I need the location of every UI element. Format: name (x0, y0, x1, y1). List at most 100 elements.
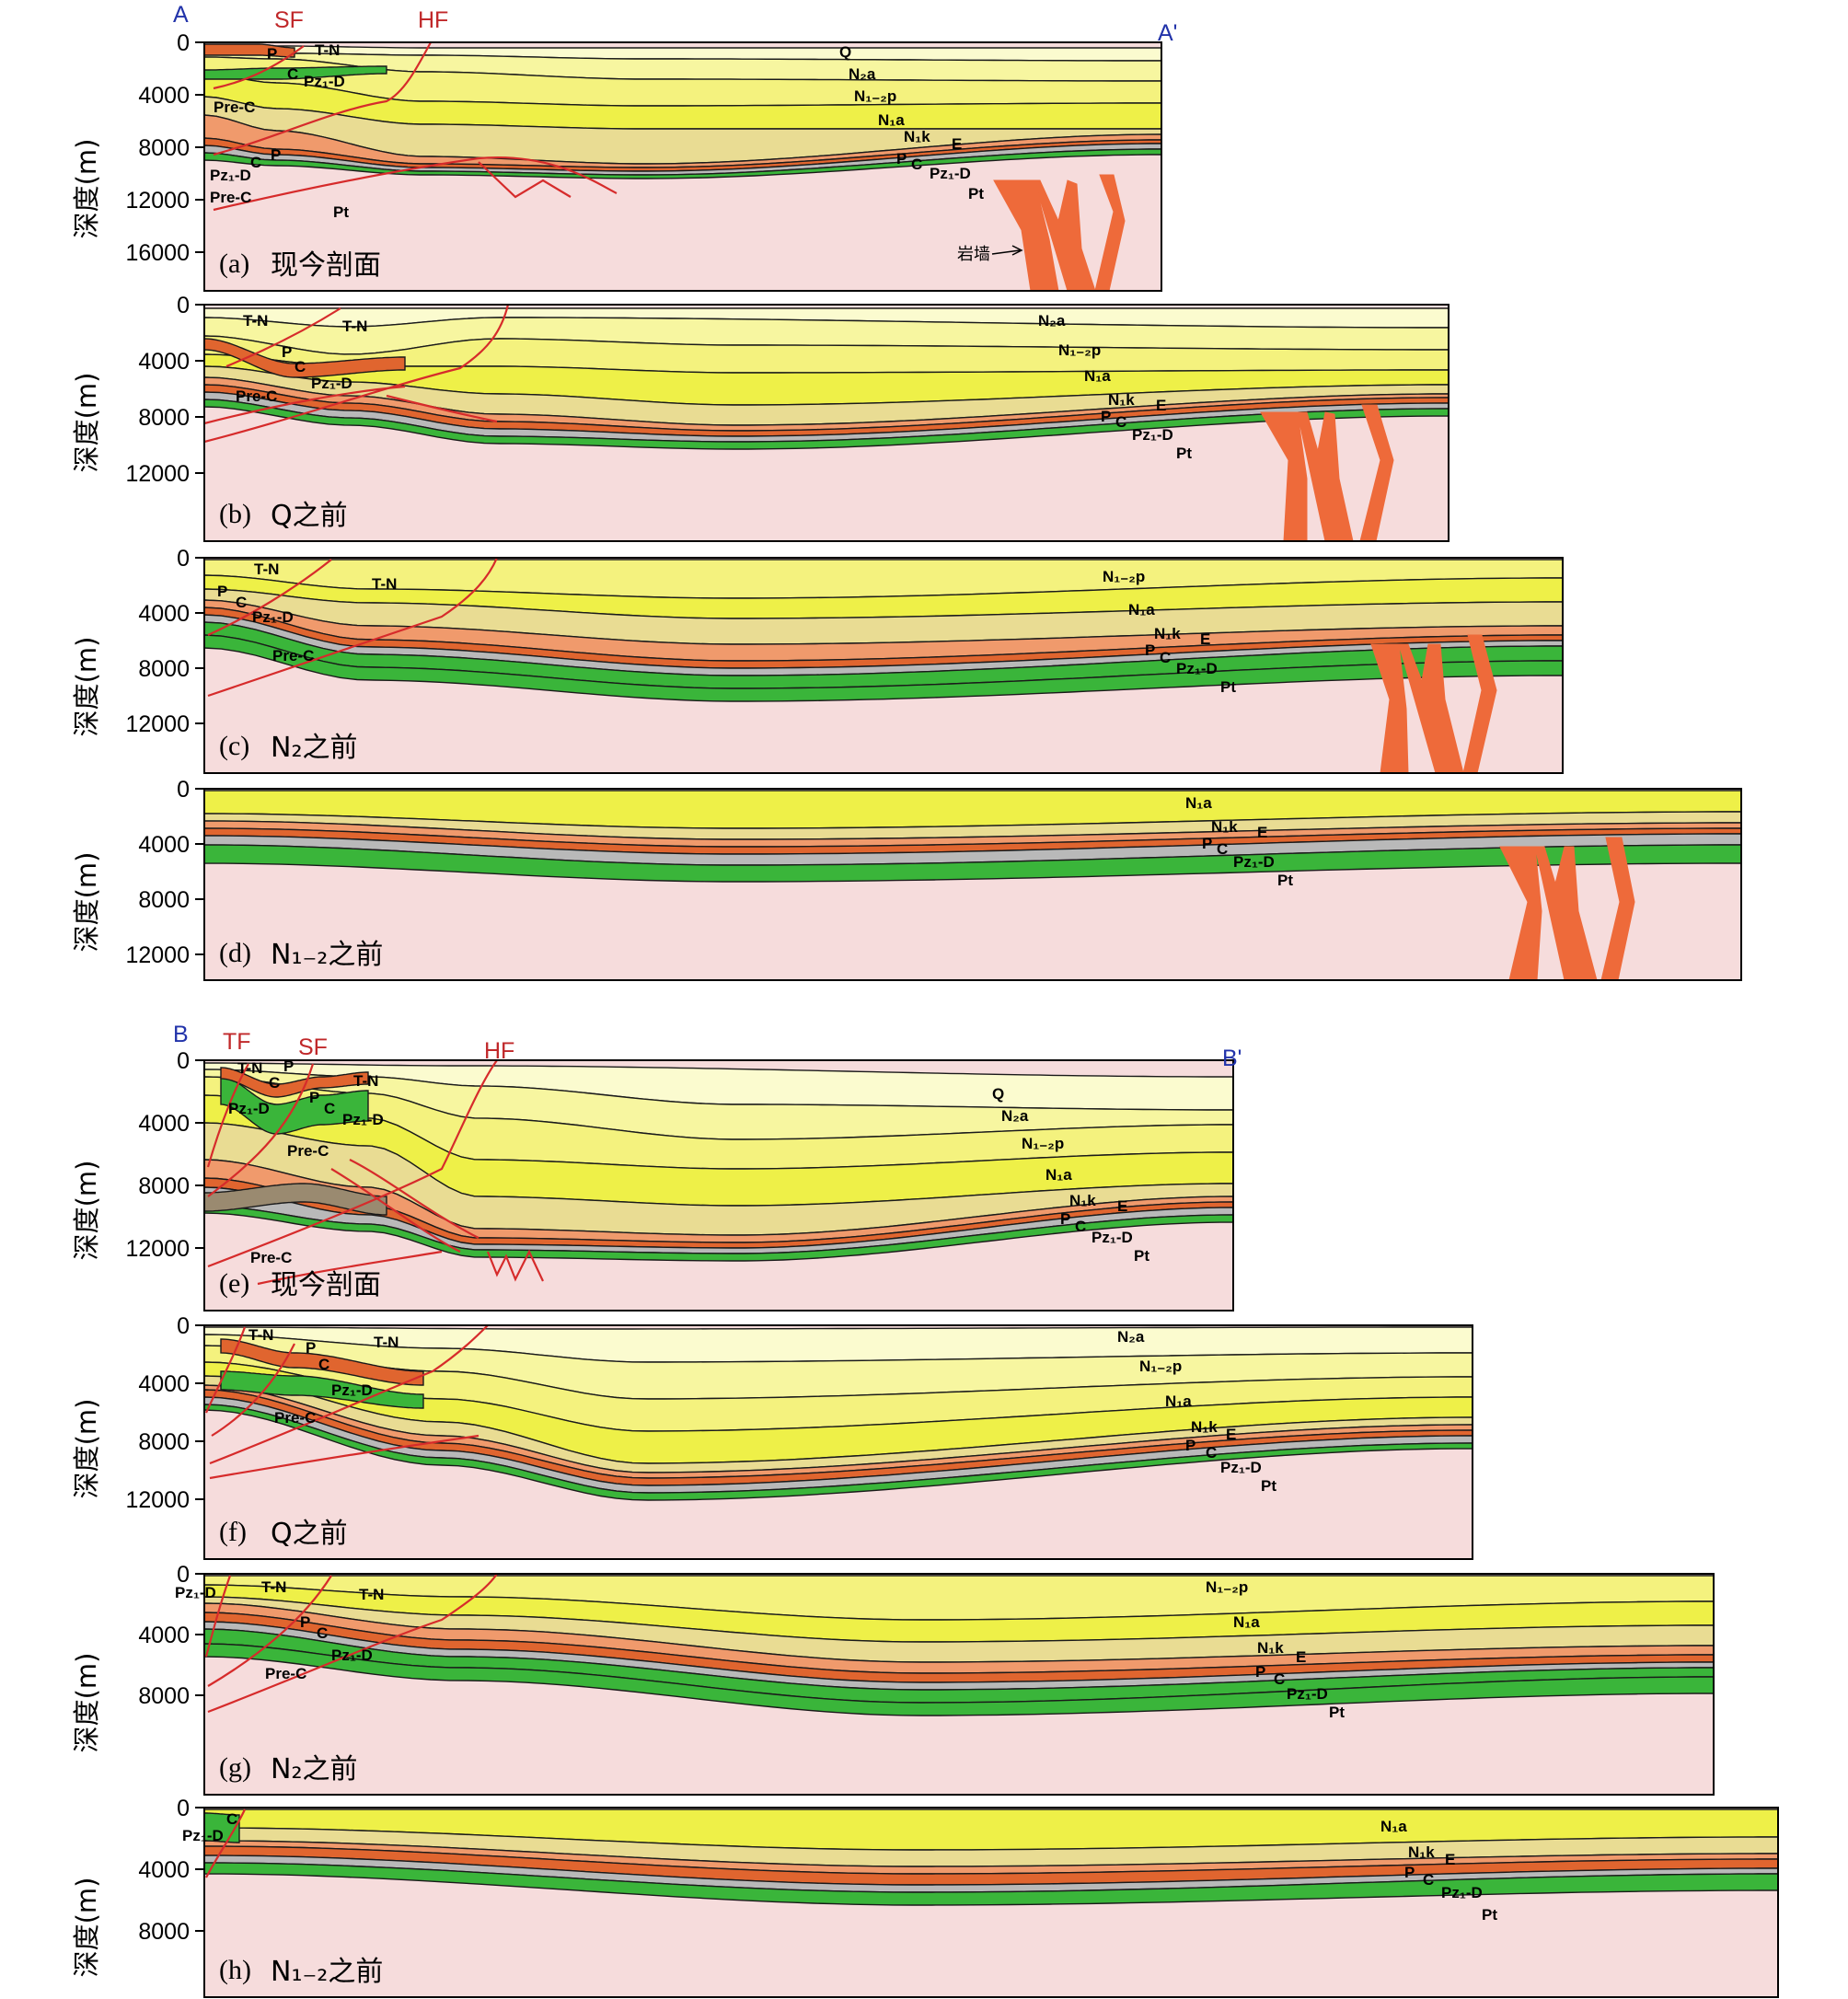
strata-label-c: C (1274, 1670, 1285, 1688)
y-tick-label: 8000 (138, 405, 190, 431)
strata-label-pt: Pt (1329, 1704, 1345, 1721)
fault-line (213, 156, 618, 212)
y-tick-label: 4000 (138, 832, 190, 858)
strata-label-c: C (318, 1356, 329, 1373)
fault-line (386, 394, 498, 423)
section-endpoint-label: A (173, 2, 189, 28)
panel-caption-letter: (f) (219, 1517, 247, 1547)
strata-label-pt: Pt (1176, 445, 1192, 462)
y-tick-label: 8000 (138, 656, 190, 682)
strata-label-prec: Pre-C (265, 1665, 306, 1682)
y-tick-label: 12000 (125, 711, 190, 737)
strata-label-e: E (1445, 1851, 1455, 1868)
section-body (204, 1808, 1778, 1997)
strata-label-n1k: N₁k (1154, 625, 1181, 642)
fault-line (207, 1063, 315, 1197)
y-axis-label: 深度(m) (71, 373, 102, 473)
y-tick-label: 12000 (125, 188, 190, 214)
fault-line (204, 1326, 247, 1414)
strata-label-pt: Pt (1277, 872, 1293, 889)
strata-label-p: P (1145, 641, 1155, 659)
y-tick-label: 12000 (125, 1487, 190, 1513)
y-tick-label: 0 (177, 777, 190, 803)
y-axis: 0 4000 8000 12000 16000 深度(m) (71, 30, 204, 266)
strata-label-pzd: Pz₁-D (930, 165, 971, 182)
strata-label-c: C (269, 1074, 280, 1092)
y-tick-label: 12000 (125, 942, 190, 968)
strata-label-c: C (317, 1624, 328, 1642)
dike-shape (1359, 404, 1394, 541)
strata-label-p: P (1101, 408, 1111, 425)
y-axis-label: 深度(m) (71, 1653, 102, 1753)
panel-d: 0 4000 8000 12000 深度(m) (d) N₁₋₂之前 N₁a N₁k E P C Pz₁… (71, 777, 1742, 981)
strata-label-tn: T-N (353, 1072, 378, 1090)
strata-label-c: C (236, 594, 247, 611)
strata-label-tn: T-N (254, 560, 279, 578)
section-body (204, 1325, 1473, 1559)
layer-pzd (204, 148, 1161, 179)
strata-label-n1a: N₁a (1128, 601, 1155, 618)
panel-frame (203, 1573, 1715, 1796)
strata-label-n12p: N₁₋₂p (1206, 1578, 1248, 1596)
y-tick-label: 4000 (138, 349, 190, 375)
strata-label-prec: Pre-C (210, 189, 251, 206)
fault-label: HF (418, 7, 448, 33)
y-tick-label: 8000 (138, 1429, 190, 1455)
y-axis: 0 4000 8000 12000 深度(m) (71, 1313, 204, 1513)
dike-shape (1462, 634, 1497, 773)
strata-label-n1k: N₁k (904, 128, 930, 145)
strata-label-pzd: Pz₁-D (1441, 1884, 1483, 1901)
strata-label-pzd: Pz₁-D (311, 375, 352, 392)
strata-label-e: E (952, 135, 962, 153)
section-endpoint-label: B' (1222, 1046, 1242, 1071)
layer-pzd-base (204, 634, 1563, 702)
y-tick-label: 8000 (138, 1683, 190, 1709)
strata-label-prec: Pre-C (287, 1142, 329, 1160)
strata-label-tn: T-N (237, 1059, 262, 1077)
strata-label-c: C (1217, 840, 1228, 858)
strata-label-pt: Pt (968, 185, 984, 202)
strata-label-pzd: Pz₁-D (1220, 1459, 1262, 1476)
strata-label-pzd: Pz₁-D (331, 1381, 373, 1399)
strata-label-pzd: Pz₁-D (210, 167, 251, 184)
section-body (204, 42, 1161, 291)
strata-label-n12p: N₁₋₂p (1022, 1135, 1064, 1152)
y-tick-label: 8000 (138, 1919, 190, 1945)
panel-caption-text: 现今剖面 (271, 249, 381, 282)
y-axis-label: 深度(m) (71, 1161, 102, 1261)
dike-arrow (991, 245, 1023, 256)
strata-label-n2a: N₂a (849, 65, 876, 83)
fault-line (213, 42, 432, 156)
layer-overthrust-grey (204, 1183, 387, 1216)
dike-shape (1499, 846, 1598, 980)
strata-label-q: Q (992, 1085, 1004, 1103)
layer-p-upper (220, 1067, 369, 1098)
strata-label-p: P (282, 343, 292, 361)
strata-label-p: P (1404, 1864, 1415, 1881)
section-endpoint-label: A' (1158, 20, 1177, 46)
section-body (204, 305, 1449, 541)
strata-label-pzd: Pz₁-D (228, 1100, 270, 1117)
y-axis-label: 深度(m) (71, 1878, 102, 1978)
strata-label-p: P (1202, 835, 1212, 852)
strata-label-c: C (1160, 649, 1171, 666)
strata-label-pt: Pt (1134, 1247, 1149, 1265)
fault-line (204, 385, 406, 425)
strata-label-tn: T-N (359, 1586, 384, 1603)
strata-label-tn: T-N (374, 1334, 398, 1351)
strata-label-pzd: Pz₁-D (342, 1111, 384, 1128)
fault-line (330, 1168, 461, 1253)
panel-caption-letter: (b) (219, 499, 251, 529)
y-tick-label: 0 (177, 1796, 190, 1821)
y-tick-label: 8000 (138, 887, 190, 913)
strata-label-tn: T-N (315, 41, 340, 59)
strata-label-pzd: Pz₁-D (1287, 1685, 1328, 1703)
panel-caption-letter: (h) (219, 1955, 251, 1985)
strata-label-pzd: Pz₁-D (1132, 426, 1173, 444)
y-tick-label: 4000 (138, 1623, 190, 1648)
strata-label-pzd: Pz₁-D (1176, 660, 1218, 677)
